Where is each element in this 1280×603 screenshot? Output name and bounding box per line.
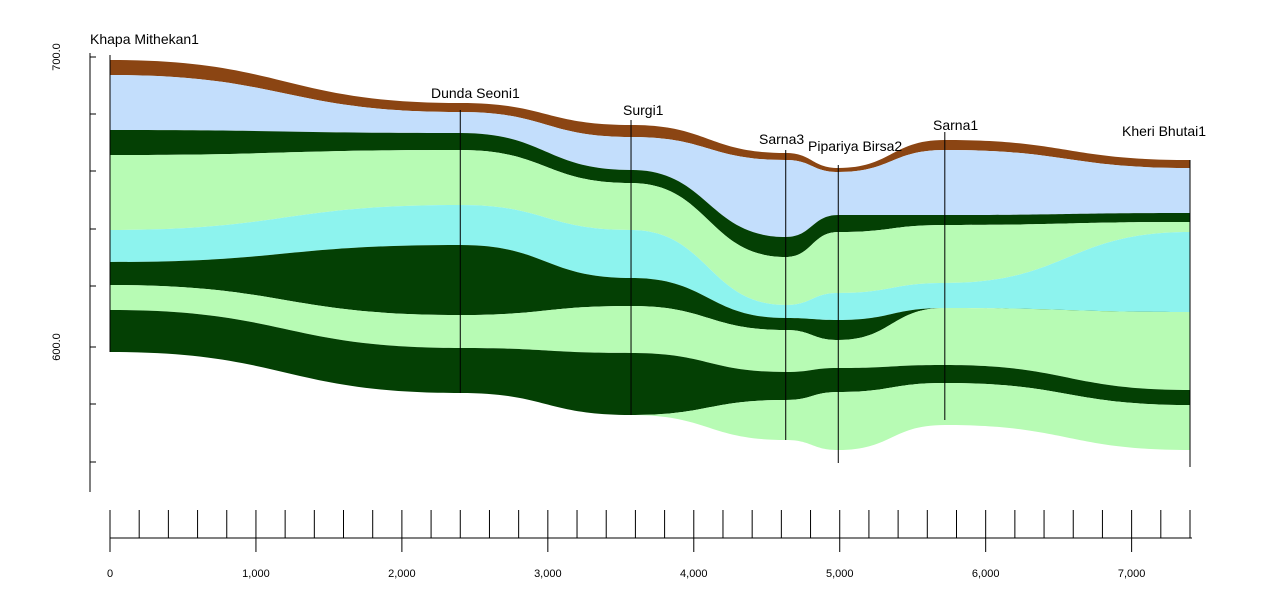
layer-1 <box>110 75 1190 237</box>
well-label: Khapa Mithekan1 <box>90 31 199 47</box>
well-label: Pipariya Birsa2 <box>808 138 902 154</box>
x-tick-label: 2,000 <box>388 568 416 580</box>
well-label: Sarna1 <box>933 117 978 133</box>
layer-8 <box>110 352 1190 450</box>
layer-3 <box>110 150 1190 305</box>
well-markers: Khapa Mithekan1 Dunda Seoni1 Surgi1 Sarna3 P… <box>90 31 1206 467</box>
strata-layers <box>110 60 1190 450</box>
layer-4 <box>110 205 1190 320</box>
x-tick-label: 0 <box>107 568 113 580</box>
well-label: Sarna3 <box>759 131 804 147</box>
y-axis: 700.0 600.0 <box>51 43 96 492</box>
layer-7 <box>110 310 1190 415</box>
y-tick-label: 700.0 <box>51 43 63 71</box>
layer-6 <box>110 285 1190 390</box>
layer-2 <box>110 130 1190 257</box>
x-tick-label: 5,000 <box>826 568 854 580</box>
x-tick-label: 7,000 <box>1118 568 1146 580</box>
x-tick-label: 6,000 <box>972 568 1000 580</box>
x-tick-label: 4,000 <box>680 568 708 580</box>
well-label: Dunda Seoni1 <box>431 85 520 101</box>
well-label: Surgi1 <box>623 102 664 118</box>
x-tick-label: 1,000 <box>242 568 270 580</box>
x-tick-label: 3,000 <box>534 568 562 580</box>
y-tick-label: 600.0 <box>51 333 63 361</box>
x-axis: 0 1,000 2,000 3,000 4,000 5,000 6,000 7,000 <box>107 510 1192 580</box>
well-label: Kheri Bhutai1 <box>1122 123 1206 139</box>
layer-topsoil <box>110 60 1190 172</box>
layer-5 <box>110 245 1190 340</box>
